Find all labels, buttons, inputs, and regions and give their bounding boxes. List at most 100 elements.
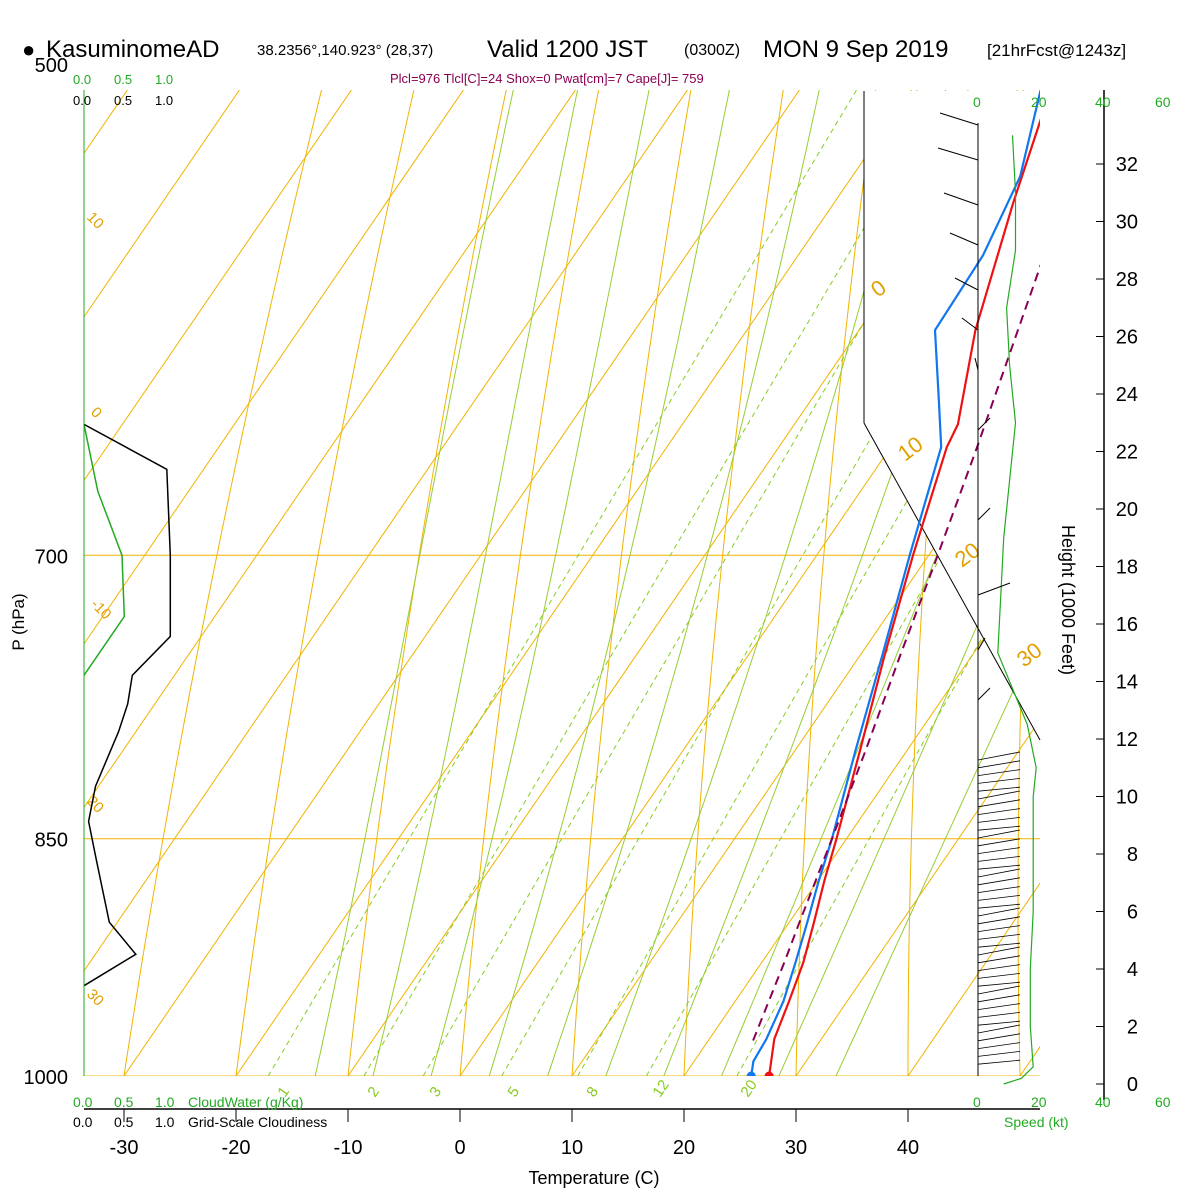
- height-tick-label: 28: [1116, 269, 1138, 291]
- dry-adiabat: [347, 90, 507, 1076]
- cloudwater-title: CloudWater (g/Kg): [188, 1094, 303, 1110]
- wind-barb: [977, 1033, 1021, 1042]
- cloud-water-profile: [83, 424, 126, 676]
- wind-barb: [977, 817, 1021, 823]
- cloud-scale-green-2: 1.0: [155, 72, 173, 87]
- wind-barb: [943, 192, 979, 206]
- pressure-tick-label: 700: [35, 546, 68, 568]
- wind-barb: [977, 981, 1021, 987]
- cloud-scale-green-1: 0.5: [114, 72, 132, 87]
- mixing-ratio-label: 5: [504, 1084, 523, 1101]
- dry-adiabat-label: 10: [83, 209, 107, 233]
- dry-adiabat-label: 30: [83, 986, 107, 1010]
- dry-adiabat: [123, 90, 323, 1076]
- background-grid: [0, 0, 1040, 1076]
- x-tick-label: 40: [897, 1137, 919, 1159]
- x-tick-label: -20: [222, 1137, 251, 1159]
- isotherm: [0, 0, 950, 1076]
- upper-right-mask: [863, 91, 1200, 741]
- height-axis-title: Height (1000 Feet): [1058, 525, 1078, 675]
- isotherm: [235, 90, 913, 1076]
- stability-indices: Plcl=976 Tlcl[C]=24 Shox=0 Pwat[cm]=7 Ca…: [390, 71, 704, 86]
- wind-barb: [977, 955, 1021, 964]
- wind-barb: [977, 946, 1021, 956]
- cloud-scale-black-1: 0.5: [114, 93, 132, 108]
- wind-speed-profile: [997, 135, 1037, 1085]
- wind-barb: [977, 925, 1021, 932]
- height-tick-label: 32: [1116, 154, 1138, 176]
- wind-barb: [977, 637, 986, 651]
- moist-adiabat: [835, 631, 1040, 1076]
- wind-barb: [977, 829, 1021, 839]
- x-tick-label: 30: [785, 1137, 807, 1159]
- x-tick-label: 20: [673, 1137, 695, 1159]
- wind-barb: [977, 907, 1021, 917]
- speed-tick-top-20: 20: [1031, 94, 1047, 110]
- isotherm: [84, 90, 577, 809]
- x-tick-label: 0: [454, 1137, 465, 1159]
- wind-barb: [977, 886, 1021, 893]
- wind-barb: [977, 903, 1021, 909]
- cloud-scale-bottom: 0.0 0.5 1.0 CloudWater (g/Kg) 0.0 0.5 1.…: [73, 1094, 327, 1130]
- wind-barb: [977, 1051, 1021, 1057]
- mask-region: [864, 91, 1200, 740]
- isotherm: [84, 90, 689, 972]
- wind-barb: [977, 687, 991, 701]
- wind-barb: [977, 417, 991, 431]
- moist-adiabat: [488, 90, 730, 1076]
- isotherm: [123, 90, 801, 1076]
- wind-barb: [949, 232, 979, 246]
- moist-adiabat: [314, 90, 514, 1076]
- height-tick-label: 16: [1116, 614, 1138, 636]
- speed-tick-top-0: 0: [973, 94, 981, 110]
- dry-adiabat: [459, 90, 600, 1076]
- temperature-surface-marker: [764, 1071, 774, 1076]
- wind-barb: [977, 790, 1021, 800]
- wind-barb: [937, 147, 979, 161]
- wind-barb: [977, 1003, 1021, 1010]
- height-tick-label: 26: [1116, 327, 1138, 349]
- height-tick-label: 18: [1116, 557, 1138, 579]
- dry-adiabat: [235, 90, 415, 1076]
- x-axis-title: Temperature (C): [528, 1168, 659, 1188]
- isotherm: [347, 90, 1025, 1076]
- dry-adiabat: [683, 90, 784, 1076]
- dry-adiabat: [571, 90, 692, 1076]
- temperature-line: [768, 118, 1040, 1076]
- wind-barb: [961, 317, 979, 331]
- moist-adiabat: [605, 90, 918, 1076]
- station-dot-icon: ●: [22, 37, 35, 62]
- cloudiness-scale-2: 1.0: [155, 1114, 175, 1130]
- wind-barb: [977, 895, 1021, 901]
- wind-barb: [977, 1059, 1021, 1065]
- mixing-ratio-label: 12: [649, 1077, 672, 1100]
- height-tick-label: 8: [1127, 844, 1138, 866]
- speed-tick-bottom-40: 40: [1095, 1094, 1111, 1110]
- wind-barb: [977, 847, 1021, 854]
- mixing-ratio-line: [267, 90, 858, 1076]
- wind-barb: [977, 864, 1021, 870]
- utc-time: (0300Z): [684, 42, 740, 59]
- wind-barb: [977, 786, 1021, 792]
- moist-adiabat: [372, 90, 579, 1076]
- height-tick-label: 10: [1116, 787, 1138, 809]
- height-tick-label: 12: [1116, 729, 1138, 751]
- pressure-tick-label: 850: [35, 830, 68, 852]
- speed-tick-top-60: 60: [1155, 94, 1171, 110]
- cloud-scale-black-2: 1.0: [155, 93, 173, 108]
- wind-barb: [977, 1020, 1021, 1026]
- speed-tick-top-40: 40: [1095, 94, 1111, 110]
- wind-profile: [937, 112, 1037, 1085]
- height-tick-label: 14: [1116, 672, 1138, 694]
- mixing-ratio-line: [363, 90, 947, 1076]
- height-tick-label: 24: [1116, 384, 1138, 406]
- cloudiness-scale-0: 0.0: [73, 1114, 93, 1130]
- wind-barb: [977, 1042, 1021, 1049]
- wind-barb: [977, 582, 1011, 596]
- dry-adiabat-label: 20: [83, 793, 107, 817]
- dry-adiabat: [795, 90, 877, 1076]
- wind-barb: [977, 985, 1021, 995]
- moist-adiabat: [547, 90, 820, 1076]
